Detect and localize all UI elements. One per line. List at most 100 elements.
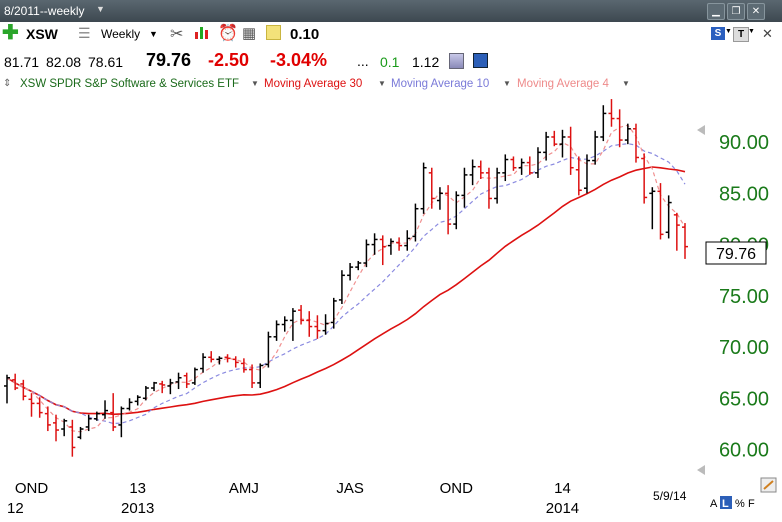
ohlc-bar bbox=[314, 315, 321, 339]
ohlc-bar bbox=[322, 314, 329, 335]
scale-percent[interactable]: % bbox=[735, 498, 745, 510]
y-tick-label: 70.00 bbox=[719, 337, 769, 359]
calculator-icon[interactable]: ▦ bbox=[242, 25, 257, 42]
t-badge-icon[interactable]: T bbox=[733, 27, 749, 42]
x-tick-label: OND bbox=[15, 480, 49, 497]
legend-symbol[interactable]: XSW SPDR S&P Software & Services ETF bbox=[20, 78, 239, 90]
ohlc-bar bbox=[61, 418, 68, 437]
ohlc-bar bbox=[559, 129, 566, 158]
close-icon[interactable]: ✕ bbox=[747, 3, 765, 20]
list-icon[interactable]: ☰ bbox=[78, 25, 91, 41]
ohlc-bar bbox=[12, 373, 19, 391]
ohlc-bar bbox=[273, 320, 280, 341]
scale-log[interactable]: L bbox=[722, 498, 729, 510]
ohlc-bar bbox=[624, 123, 631, 145]
legend-ma4[interactable]: Moving Average 4 bbox=[517, 78, 609, 90]
legend-ma30[interactable]: Moving Average 30 bbox=[264, 78, 363, 90]
ohlc-bar bbox=[379, 235, 386, 266]
ohlc-bar bbox=[608, 99, 615, 127]
scale-log-icon[interactable] bbox=[720, 496, 732, 509]
s-badge-icon[interactable]: S bbox=[711, 27, 725, 40]
add-icon[interactable]: ✚ bbox=[2, 22, 19, 44]
t-dropdown-icon[interactable]: ▼ bbox=[748, 28, 755, 35]
x-tick-label: AMJ bbox=[229, 480, 259, 497]
ohlc-bar bbox=[387, 238, 394, 255]
s-dropdown-icon[interactable]: ▼ bbox=[725, 28, 732, 35]
x-tick-label: 14 bbox=[554, 480, 571, 497]
ohlc-bar bbox=[649, 187, 656, 230]
ohlc-bar bbox=[575, 156, 582, 196]
ohlc-bar bbox=[551, 130, 558, 147]
window-title: 8/2011--weekly bbox=[4, 4, 85, 18]
legend-ma30-dropdown-icon[interactable]: ▼ bbox=[378, 79, 386, 88]
ohlc-bar bbox=[363, 239, 370, 268]
ohlc-bar bbox=[502, 154, 509, 182]
title-dropdown-icon[interactable]: ▼ bbox=[96, 4, 105, 14]
restore-icon[interactable]: ❐ bbox=[727, 3, 745, 20]
symbol-input[interactable]: XSW bbox=[26, 26, 58, 42]
close-chart-icon[interactable]: ✕ bbox=[762, 26, 773, 41]
ohlc-bar bbox=[616, 109, 623, 148]
ohlc-bar bbox=[4, 374, 10, 404]
save-icon[interactable] bbox=[473, 53, 488, 68]
y-tick-label: 65.00 bbox=[719, 388, 769, 410]
minimize-icon[interactable]: ▁ bbox=[707, 3, 725, 20]
ohlc-bar bbox=[420, 162, 427, 214]
x-tick-label: 2014 bbox=[546, 500, 579, 517]
ohlc-bar bbox=[191, 367, 198, 385]
ohlc-bar bbox=[167, 378, 174, 395]
alarm-icon[interactable]: ⏰ bbox=[218, 25, 238, 42]
scroll-down-arrow-icon[interactable] bbox=[697, 465, 705, 475]
period-select[interactable]: Weekly bbox=[101, 27, 141, 41]
y-tick-label: 60.00 bbox=[719, 440, 769, 462]
ohlc-bar bbox=[44, 406, 51, 432]
layers-icon[interactable] bbox=[449, 53, 464, 69]
draw-pencil-icon[interactable] bbox=[760, 477, 777, 493]
legend-symbol-dropdown-icon[interactable]: ▼ bbox=[251, 79, 259, 88]
x-tick-label: JAS bbox=[336, 480, 364, 497]
ohlc-bar bbox=[583, 154, 590, 194]
scale-fixed[interactable]: F bbox=[748, 498, 755, 510]
window-titlebar: 8/2011--weekly ▼ ▁ ❐ ✕ bbox=[0, 0, 782, 22]
x-tick-label: 13 bbox=[129, 480, 146, 497]
legend-collapse-icon[interactable]: ⇕ bbox=[3, 78, 12, 89]
legend-ma10[interactable]: Moving Average 10 bbox=[391, 78, 490, 90]
ma4-path bbox=[6, 124, 686, 433]
low-value: 78.61 bbox=[88, 54, 124, 70]
y-tick-label: 90.00 bbox=[719, 132, 769, 154]
ohlc-bar bbox=[232, 356, 239, 368]
ohlc-bar bbox=[412, 203, 419, 242]
scale-auto[interactable]: A bbox=[710, 498, 718, 510]
ohlc-bar bbox=[289, 308, 296, 341]
ohlc-bar bbox=[265, 331, 272, 368]
ohlc-bar bbox=[110, 393, 117, 432]
tools-icon[interactable]: ✂ bbox=[170, 26, 184, 43]
quote-row: 81.71 82.08 78.61 79.76 -2.50 -3.04% ...… bbox=[0, 47, 782, 74]
ohlc-bar bbox=[20, 379, 27, 401]
chart-type-icon[interactable] bbox=[194, 24, 208, 40]
legend-ma4-dropdown-icon[interactable]: ▼ bbox=[622, 79, 630, 88]
ohlc-bar bbox=[592, 130, 599, 165]
ohlc-bar bbox=[175, 372, 182, 390]
ohlc-bar bbox=[518, 158, 525, 175]
ma30-path bbox=[6, 166, 686, 416]
scroll-up-arrow-icon[interactable] bbox=[697, 125, 705, 135]
ohlc-bar bbox=[118, 406, 125, 438]
ohlc-bar bbox=[281, 316, 288, 332]
last-price: 79.76 bbox=[146, 50, 192, 70]
ohlc-bar bbox=[142, 385, 149, 401]
ohlc-bar bbox=[126, 398, 133, 411]
ohlc-bar bbox=[477, 160, 484, 179]
footer-date: 5/9/14 bbox=[653, 489, 687, 503]
period-dropdown-icon[interactable]: ▼ bbox=[149, 29, 158, 39]
ohlc-bar bbox=[461, 167, 468, 208]
legend-ma10-dropdown-icon[interactable]: ▼ bbox=[503, 79, 511, 88]
quote-value-1: 0.1 bbox=[380, 54, 400, 70]
note-icon[interactable] bbox=[266, 25, 281, 40]
ohlc-bar bbox=[257, 363, 264, 389]
ohlc-bar bbox=[249, 364, 256, 389]
ohlc-bar bbox=[216, 356, 223, 365]
ohlc-bar bbox=[396, 237, 403, 251]
